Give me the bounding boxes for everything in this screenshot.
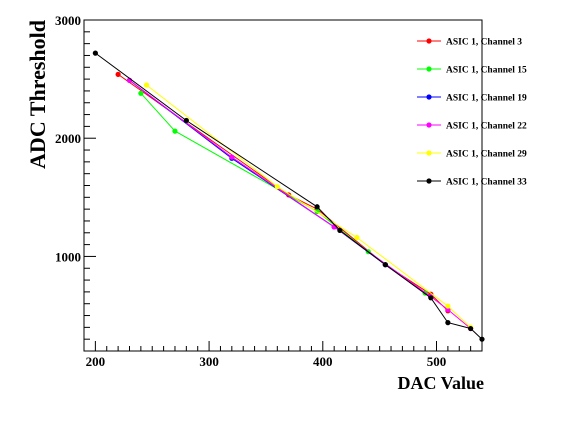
y-tick-label: 2000 xyxy=(55,131,81,146)
plot-axes: 200 300 400 500 1000 2000 3000 xyxy=(55,13,483,369)
x-tick-label: 500 xyxy=(427,354,447,369)
data-point xyxy=(172,128,178,134)
data-point xyxy=(274,184,280,190)
legend-entry: ASIC 1, Channel 3 xyxy=(417,38,522,48)
data-point xyxy=(354,234,360,241)
legend-marker xyxy=(426,122,432,128)
data-point xyxy=(337,227,343,234)
legend-marker xyxy=(426,66,432,72)
legend-label: ASIC 1, Channel 29 xyxy=(446,150,527,160)
legend-entry: ASIC 1, Channel 19 xyxy=(417,94,527,104)
series-6 xyxy=(92,50,485,342)
legend-marker xyxy=(426,150,432,156)
legend-entry: ASIC 1, Channel 22 xyxy=(417,122,527,132)
data-point xyxy=(445,303,451,309)
legend-entry: ASIC 1, Channel 29 xyxy=(417,150,527,160)
x-tick-label: 400 xyxy=(313,354,333,369)
data-point xyxy=(468,325,474,332)
data-point xyxy=(445,320,451,326)
data-point xyxy=(183,117,189,124)
data-point xyxy=(92,50,98,56)
data-point xyxy=(229,154,235,160)
y-axis-title: ADC Threshold xyxy=(25,20,50,169)
data-point xyxy=(138,90,144,96)
legend-label: ASIC 1, Channel 19 xyxy=(446,94,527,104)
legend: ASIC 1, Channel 3 ASIC 1, Channel 15 ASIC … xyxy=(417,38,527,188)
data-point xyxy=(428,295,434,301)
data-point xyxy=(143,82,150,88)
legend-marker xyxy=(426,38,432,44)
legend-label: ASIC 1, Channel 3 xyxy=(446,38,522,48)
series-line xyxy=(117,73,449,312)
x-tick-label: 300 xyxy=(199,354,219,369)
legend-marker xyxy=(426,94,432,100)
series-line xyxy=(129,79,471,329)
y-tick-label: 1000 xyxy=(55,249,81,264)
legend-marker xyxy=(426,178,432,184)
legend-label: ASIC 1, Channel 22 xyxy=(446,122,527,132)
legend-label: ASIC 1, Channel 33 xyxy=(446,178,527,188)
data-point xyxy=(314,204,320,210)
data-point xyxy=(115,71,121,77)
legend-entry: ASIC 1, Channel 33 xyxy=(417,178,527,188)
legend-entry: ASIC 1, Channel 15 xyxy=(417,66,527,76)
data-point xyxy=(479,336,485,342)
legend-label: ASIC 1, Channel 15 xyxy=(446,66,527,76)
y-tick-label: 3000 xyxy=(55,13,81,28)
series-5 xyxy=(143,82,474,330)
plot-frame xyxy=(83,19,483,352)
x-axis-title: DAC Value xyxy=(397,373,484,393)
x-tick-label: 200 xyxy=(86,354,106,369)
data-point xyxy=(382,262,388,268)
series-layer xyxy=(92,50,485,342)
